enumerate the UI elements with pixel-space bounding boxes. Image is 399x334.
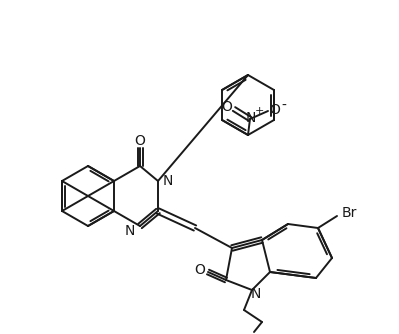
Text: O: O <box>134 134 146 148</box>
Text: N: N <box>124 224 135 238</box>
Text: -: - <box>282 99 286 113</box>
Text: N: N <box>163 174 174 188</box>
Text: O: O <box>270 103 280 117</box>
Text: N: N <box>251 287 261 301</box>
Text: +: + <box>254 106 264 116</box>
Text: N: N <box>246 111 256 125</box>
Text: Br: Br <box>342 206 358 220</box>
Text: O: O <box>195 263 205 277</box>
Text: O: O <box>221 100 233 114</box>
